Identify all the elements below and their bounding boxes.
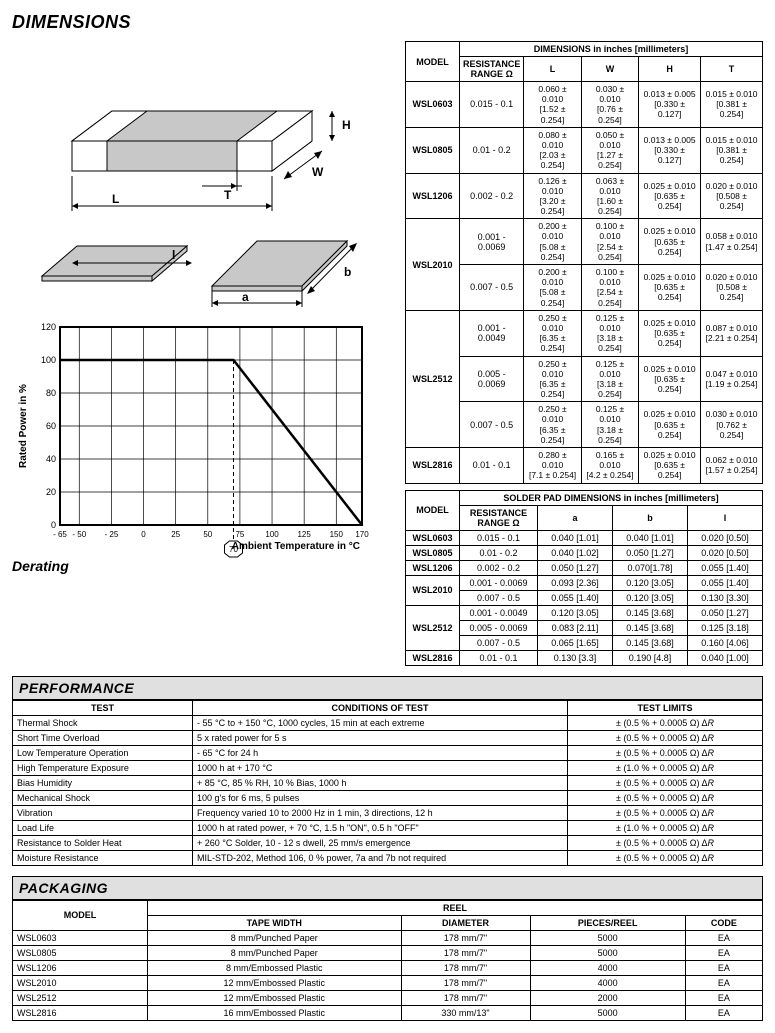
dim-b-label: b: [344, 265, 351, 279]
svg-text:- 50: - 50: [72, 530, 86, 539]
dim-l-label: l: [172, 248, 175, 262]
svg-text:20: 20: [46, 487, 56, 497]
svg-text:150: 150: [330, 530, 344, 539]
dim-T-label: T: [224, 188, 232, 202]
svg-text:25: 25: [171, 530, 180, 539]
solder-pad-table: MODELSOLDER PAD DIMENSIONS in inches [mi…: [405, 490, 763, 666]
svg-text:125: 125: [297, 530, 311, 539]
svg-text:100: 100: [41, 355, 56, 365]
performance-title: PERFORMANCE: [12, 676, 763, 700]
svg-text:Ambient Temperature in °C: Ambient Temperature in °C: [232, 541, 360, 552]
dim-W-label: W: [312, 165, 324, 179]
packaging-table: MODELREELTAPE WIDTHDIAMETERPIECES/REELCO…: [12, 900, 763, 1021]
svg-text:- 65: - 65: [53, 530, 67, 539]
svg-text:0: 0: [141, 530, 146, 539]
svg-text:0: 0: [51, 520, 56, 530]
svg-text:60: 60: [46, 421, 56, 431]
svg-text:50: 50: [203, 530, 212, 539]
svg-text:100: 100: [265, 530, 279, 539]
svg-text:Derating: Derating: [12, 558, 69, 574]
dim-H-label: H: [342, 118, 351, 132]
svg-text:- 25: - 25: [105, 530, 119, 539]
dim-L-label: L: [112, 192, 119, 206]
svg-text:Rated Power in %: Rated Power in %: [18, 384, 29, 468]
dim-a-label: a: [242, 290, 249, 304]
svg-text:80: 80: [46, 388, 56, 398]
performance-table: TESTCONDITIONS OF TESTTEST LIMITSThermal…: [12, 700, 763, 866]
packaging-title: PACKAGING: [12, 876, 763, 900]
svg-text:170: 170: [355, 530, 369, 539]
svg-text:40: 40: [46, 454, 56, 464]
dimensions-title: DIMENSIONS: [12, 12, 763, 33]
derating-chart: 0 20 40 60 80 100 120 - 65 - 50 - 25 0 25 50 75 100 125…: [12, 317, 372, 577]
dimensions-table: MODELDIMENSIONS in inches [millimeters]R…: [405, 41, 763, 484]
component-diagram: H W T L: [12, 41, 397, 311]
svg-text:75: 75: [235, 530, 244, 539]
svg-text:120: 120: [41, 322, 56, 332]
